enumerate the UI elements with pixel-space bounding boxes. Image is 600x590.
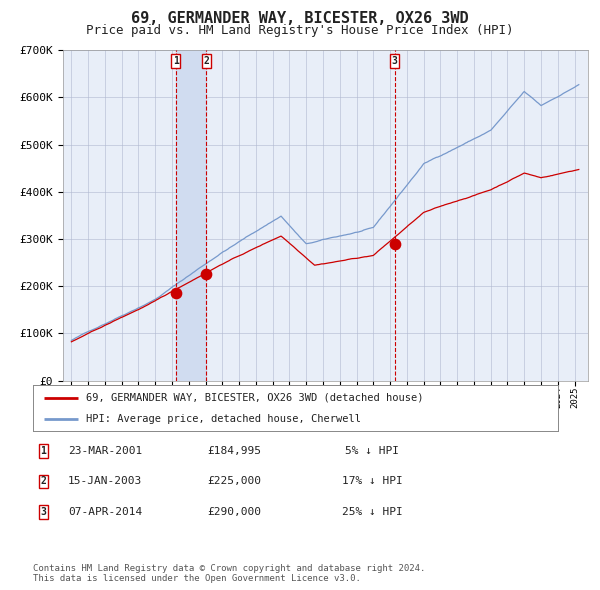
Text: £290,000: £290,000 <box>207 507 261 517</box>
Text: 15-JAN-2003: 15-JAN-2003 <box>68 477 142 486</box>
Text: 23-MAR-2001: 23-MAR-2001 <box>68 446 142 455</box>
Text: 1: 1 <box>173 56 179 66</box>
Bar <box>176 50 206 381</box>
Text: 69, GERMANDER WAY, BICESTER, OX26 3WD: 69, GERMANDER WAY, BICESTER, OX26 3WD <box>131 11 469 25</box>
Text: 2: 2 <box>203 56 209 66</box>
Text: £225,000: £225,000 <box>207 477 261 486</box>
Text: HPI: Average price, detached house, Cherwell: HPI: Average price, detached house, Cher… <box>86 414 361 424</box>
Point <box>390 239 400 248</box>
Text: 25% ↓ HPI: 25% ↓ HPI <box>341 507 403 517</box>
Text: 5% ↓ HPI: 5% ↓ HPI <box>345 446 399 455</box>
Text: 3: 3 <box>40 507 46 517</box>
Text: 1: 1 <box>40 446 46 455</box>
Text: Contains HM Land Registry data © Crown copyright and database right 2024.
This d: Contains HM Land Registry data © Crown c… <box>33 563 425 583</box>
Point <box>202 270 211 279</box>
Text: 2: 2 <box>40 477 46 486</box>
Text: 07-APR-2014: 07-APR-2014 <box>68 507 142 517</box>
Text: 17% ↓ HPI: 17% ↓ HPI <box>341 477 403 486</box>
Text: 3: 3 <box>392 56 398 66</box>
Text: Price paid vs. HM Land Registry's House Price Index (HPI): Price paid vs. HM Land Registry's House … <box>86 24 514 37</box>
Text: 69, GERMANDER WAY, BICESTER, OX26 3WD (detached house): 69, GERMANDER WAY, BICESTER, OX26 3WD (d… <box>86 392 423 402</box>
Text: £184,995: £184,995 <box>207 446 261 455</box>
Point <box>171 289 181 298</box>
